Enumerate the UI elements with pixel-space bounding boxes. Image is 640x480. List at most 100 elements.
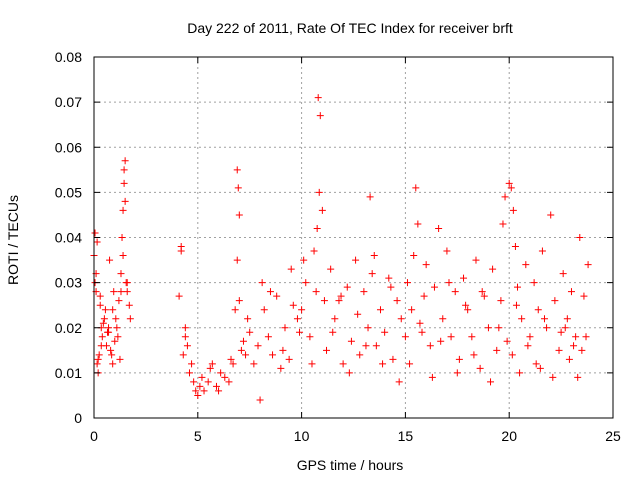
- data-point: [518, 315, 526, 323]
- data-point: [123, 279, 131, 287]
- y-tick-label: 0.02: [55, 320, 82, 336]
- y-tick-label: 0.06: [55, 139, 82, 155]
- data-point: [347, 337, 355, 345]
- data-point: [302, 279, 310, 287]
- data-point: [543, 324, 551, 332]
- data-point: [430, 283, 438, 291]
- data-point: [331, 315, 339, 323]
- data-point: [414, 220, 422, 228]
- data-point: [121, 157, 129, 165]
- data-point: [557, 328, 565, 336]
- data-point: [484, 324, 492, 332]
- data-point: [540, 315, 548, 323]
- data-point: [287, 265, 295, 273]
- data-point: [567, 288, 575, 296]
- data-point: [416, 319, 424, 327]
- data-point: [107, 346, 115, 354]
- data-point: [279, 346, 287, 354]
- data-point: [244, 315, 252, 323]
- data-point: [269, 351, 277, 359]
- data-point: [503, 337, 511, 345]
- data-point: [335, 297, 343, 305]
- data-point: [418, 328, 426, 336]
- data-point: [260, 306, 268, 314]
- data-point: [119, 252, 127, 260]
- data-point: [412, 184, 420, 192]
- data-point: [239, 337, 247, 345]
- data-point: [555, 346, 563, 354]
- data-point: [298, 306, 306, 314]
- data-point: [329, 328, 337, 336]
- data-point: [538, 247, 546, 255]
- data-point: [379, 360, 387, 368]
- data-point: [534, 306, 542, 314]
- data-point: [300, 256, 308, 264]
- data-point: [256, 396, 264, 404]
- x-tick-label: 5: [194, 428, 202, 444]
- data-point: [233, 166, 241, 174]
- data-point: [119, 206, 127, 214]
- data-point: [93, 238, 101, 246]
- data-point: [397, 315, 405, 323]
- data-point: [480, 292, 488, 300]
- data-point: [327, 265, 335, 273]
- data-point: [229, 360, 237, 368]
- data-point: [254, 342, 262, 350]
- data-point: [447, 333, 455, 341]
- y-tick-label: 0.03: [55, 275, 82, 291]
- data-point: [426, 342, 434, 350]
- data-point: [578, 346, 586, 354]
- data-point: [250, 360, 258, 368]
- data-point: [565, 355, 573, 363]
- data-point: [185, 369, 193, 377]
- data-point: [320, 297, 328, 305]
- y-tick-label: 0.08: [55, 49, 82, 65]
- data-point: [308, 360, 316, 368]
- data-point: [281, 324, 289, 332]
- data-point: [314, 94, 322, 102]
- data-point: [443, 247, 451, 255]
- data-point: [318, 206, 326, 214]
- data-point: [536, 364, 544, 372]
- data-point: [437, 337, 445, 345]
- data-point: [113, 324, 121, 332]
- data-point: [175, 292, 183, 300]
- data-point: [511, 243, 519, 251]
- data-point: [233, 256, 241, 264]
- data-point: [576, 234, 584, 241]
- data-point: [428, 373, 436, 381]
- data-point: [493, 346, 501, 354]
- data-point: [499, 220, 507, 228]
- data-point: [343, 283, 351, 291]
- data-point: [478, 288, 486, 296]
- data-point: [362, 342, 370, 350]
- data-point: [385, 274, 393, 282]
- data-point: [289, 301, 297, 309]
- data-point: [190, 378, 198, 386]
- data-point: [196, 382, 204, 390]
- x-tick-label: 25: [605, 428, 621, 444]
- x-tick-label: 20: [501, 428, 517, 444]
- data-point: [532, 360, 540, 368]
- data-point: [337, 292, 345, 300]
- data-point: [368, 270, 376, 278]
- data-point: [323, 346, 331, 354]
- data-point: [100, 315, 108, 323]
- data-point: [98, 333, 106, 341]
- data-point: [123, 288, 131, 296]
- data-point: [366, 193, 374, 201]
- data-point: [108, 351, 116, 359]
- y-tick-label: 0.05: [55, 184, 82, 200]
- data-point: [114, 333, 122, 341]
- data-point: [356, 351, 364, 359]
- data-point: [354, 310, 362, 318]
- data-point: [512, 301, 520, 309]
- data-point: [476, 364, 484, 372]
- data-point: [106, 256, 114, 264]
- data-point: [234, 184, 242, 192]
- data-point: [410, 252, 418, 260]
- data-point: [439, 315, 447, 323]
- data-point: [489, 265, 497, 273]
- data-point: [360, 288, 368, 296]
- data-point: [181, 324, 189, 332]
